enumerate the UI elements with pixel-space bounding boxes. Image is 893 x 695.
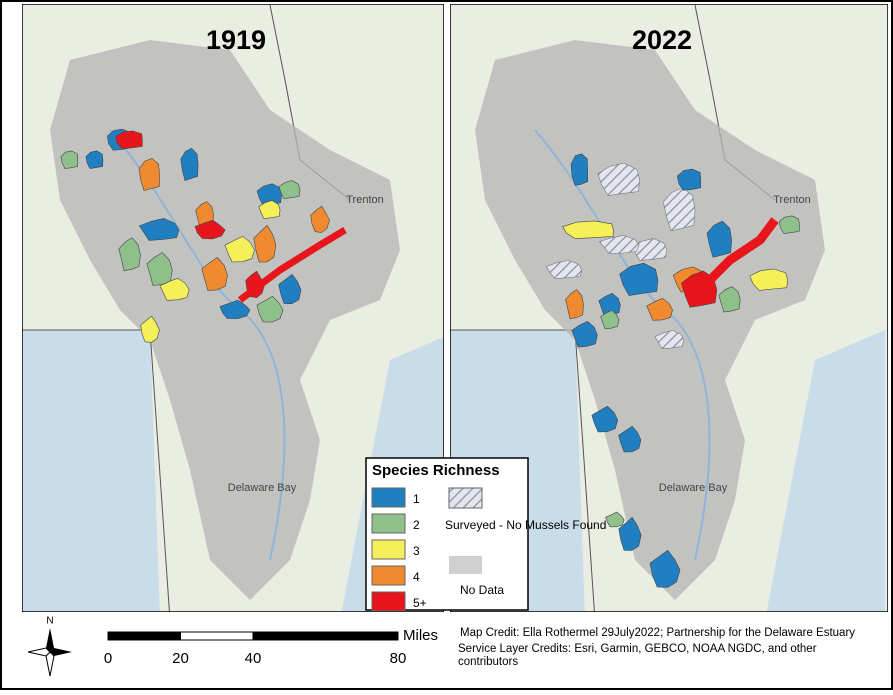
water — [22, 330, 160, 612]
legend: Species Richness Surveyed - No Mussels F… — [365, 457, 606, 612]
scale-unit: Miles — [403, 627, 438, 644]
watershed — [475, 40, 825, 600]
legend-label: 3 — [413, 544, 420, 558]
legend-swatch — [448, 487, 483, 509]
watershed-patch — [600, 309, 620, 329]
legend-label: 4 — [413, 570, 420, 584]
surveyed-area — [545, 260, 583, 280]
watershed-patch — [253, 224, 277, 263]
watershed-patch — [562, 220, 614, 239]
watershed-patch — [618, 425, 642, 453]
watershed-patch — [138, 218, 180, 241]
legend-title: Species Richness — [372, 462, 500, 479]
watershed-patch — [605, 511, 625, 528]
legend-label: 5+ — [413, 596, 427, 610]
place-label: Trenton — [773, 194, 811, 206]
watershed-patch — [115, 130, 143, 149]
watershed-patch — [778, 215, 800, 234]
watershed-patch — [646, 297, 673, 321]
surveyed-area — [662, 186, 696, 232]
river-reach — [237, 226, 347, 303]
north-label: N — [46, 616, 53, 627]
scale-label: 0 — [104, 650, 112, 667]
watershed-patch — [138, 157, 160, 191]
scale-segment — [107, 631, 181, 641]
place-label: Delaware Bay — [228, 482, 297, 494]
scale-label: 80 — [390, 650, 407, 667]
place-label: Delaware Bay — [659, 482, 728, 494]
watershed-patch — [85, 150, 104, 169]
surveyed-area — [597, 162, 641, 196]
credit: Map Credit: Ella Rothermel 29July2022; P… — [460, 627, 855, 639]
legend-swatch — [371, 565, 406, 586]
map-title: 2022 — [632, 25, 692, 55]
watershed-patch — [565, 289, 584, 320]
legend-swatch — [371, 487, 406, 508]
watershed-patch — [60, 150, 79, 169]
watershed-patch — [140, 315, 160, 343]
scale-label: 20 — [172, 650, 189, 667]
watershed-patch — [706, 220, 732, 258]
scale-segment — [180, 631, 254, 641]
map-title: 1919 — [206, 25, 266, 55]
watershed — [50, 40, 400, 600]
north-arrow: N — [27, 616, 72, 677]
legend-label: 2 — [413, 518, 420, 532]
watershed-patch — [618, 516, 642, 551]
watershed-patch — [278, 273, 302, 305]
watershed-patch — [256, 295, 284, 323]
watershed-patch — [224, 235, 255, 263]
legend-swatch — [371, 539, 406, 560]
watershed-patch — [219, 299, 251, 320]
watershed-patch — [718, 286, 741, 313]
watershed-patch — [159, 277, 190, 301]
watershed-patch — [677, 168, 702, 191]
water — [766, 330, 885, 612]
legend-label: Surveyed - No Mussels Found — [445, 518, 606, 532]
scale-label: 40 — [245, 650, 262, 667]
watershed-patch — [201, 257, 228, 291]
credit-wrap: Service Layer Credits: Esri, Garmin, GEB… — [458, 643, 817, 668]
scale-bar: 0 20 40 80 — [104, 631, 407, 667]
legend-swatch — [449, 556, 482, 574]
river-reach — [696, 217, 779, 294]
credit: Service Layer Credits: Esri, Garmin, GEB… — [458, 643, 817, 668]
watershed-patch — [749, 268, 788, 291]
watershed-patch — [649, 549, 681, 588]
legend-label: 1 — [413, 492, 420, 506]
watershed-patch — [570, 153, 589, 186]
surveyed-area — [598, 235, 640, 254]
legend-label: No Data — [460, 583, 504, 597]
legend-swatch — [371, 513, 406, 534]
surveyed-area — [654, 330, 685, 350]
watershed-patch — [194, 219, 226, 240]
watershed-patch — [118, 237, 141, 271]
watershed-patch — [310, 205, 330, 233]
map-panel — [450, 4, 888, 612]
legend-swatch — [371, 591, 406, 612]
scale-segment — [252, 631, 399, 641]
watershed-patch — [571, 321, 598, 348]
place-label: Trenton — [346, 194, 384, 206]
watershed-patch — [591, 405, 619, 433]
watershed-patch — [619, 262, 659, 296]
watershed-patch — [258, 200, 281, 220]
watershed-patch — [278, 180, 301, 200]
watershed-patch — [180, 147, 199, 181]
